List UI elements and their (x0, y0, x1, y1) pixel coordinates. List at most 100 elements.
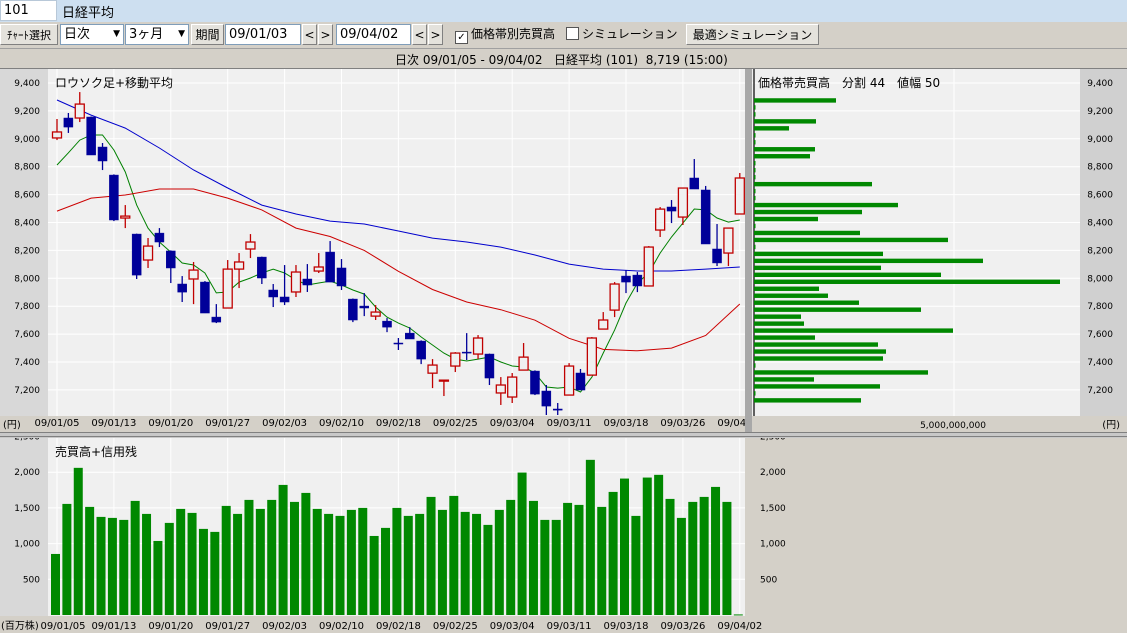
candle-body (405, 332, 415, 340)
price-band-bar (754, 342, 878, 347)
candle-body (552, 408, 563, 411)
candle-body (643, 246, 654, 287)
price-volume-label: 価格帯別売買高 (471, 27, 556, 41)
checkbox-unchecked-icon (566, 27, 579, 40)
price-volume-checkbox[interactable]: ✓ 価格帯別売買高 (455, 26, 555, 44)
candle-body (63, 117, 74, 128)
stock-code-input[interactable]: 101 (0, 0, 57, 21)
start-next-button[interactable]: > (318, 24, 333, 45)
end-date-input[interactable]: 09/04/02 (336, 24, 411, 45)
volume-x-tick-label: 09/01/27 (205, 621, 250, 632)
candle (427, 359, 438, 389)
band-y-tick-label: 9,200 (1087, 107, 1113, 117)
candle (712, 224, 722, 267)
candle (302, 264, 313, 292)
candle-body (575, 372, 586, 391)
candle (416, 340, 426, 365)
end-next-button[interactable]: > (428, 24, 443, 45)
candle (495, 377, 506, 405)
simulation-checkbox[interactable]: シミュレーション (566, 26, 678, 43)
candle (348, 298, 358, 323)
price-band-bar (754, 391, 756, 396)
x-tick-label: 09/03/18 (603, 418, 649, 429)
chart-info-line: 日次 09/01/05 - 09/04/02 日経平均 (101) 8,719 … (395, 53, 728, 67)
volume-bar (585, 459, 595, 615)
volume-bar (494, 509, 504, 615)
candle (86, 116, 96, 156)
chevron-down-icon: ▼ (113, 29, 120, 39)
price-band-bar (754, 105, 756, 110)
volume-y-tick-label: 1,500 (14, 504, 40, 514)
price-band-bar (754, 202, 898, 208)
candle (654, 207, 666, 238)
candle (530, 370, 540, 396)
volume-bar (312, 508, 322, 615)
checkbox-checked-icon: ✓ (455, 31, 468, 44)
candle (109, 174, 119, 222)
volume-x-tick-label: 09/02/25 (433, 621, 478, 632)
band-y-tick-label: 8,600 (1087, 191, 1113, 201)
volume-unit-label: (百万株) (1, 619, 39, 632)
candle-body (507, 376, 518, 398)
start-date-input[interactable]: 09/01/03 (225, 24, 301, 45)
period-button[interactable]: 期間 (191, 24, 224, 45)
volume-bar (324, 513, 334, 615)
candle-body (427, 364, 438, 374)
candle-body (109, 174, 119, 221)
title-bar: 101 日経平均 (0, 0, 1127, 22)
x-tick-label: 09/04/02 (717, 418, 745, 429)
candle-body (666, 206, 677, 212)
price-band-bar (754, 321, 804, 326)
end-prev-button[interactable]: < (412, 24, 427, 45)
price-band-bar (754, 300, 859, 305)
span-select[interactable]: 3ヶ月 ▼ (125, 24, 189, 45)
volume-right-tick-label: 2,000 (760, 468, 786, 478)
chevron-down-icon: ▼ (178, 29, 185, 39)
x-tick-label: 09/01/13 (91, 418, 137, 429)
candle (575, 368, 586, 391)
candle (484, 353, 495, 386)
volume-right-area (752, 438, 1127, 633)
volume-bar (631, 515, 641, 615)
volume-bar (369, 535, 379, 615)
price-band-bar (754, 370, 928, 375)
candle-body (245, 241, 256, 250)
y-tick-label: 8,600 (14, 191, 40, 201)
candle (200, 281, 210, 314)
volume-right-tick-label: 500 (760, 575, 777, 585)
volume-chart-title: 売買高+信用残 (55, 444, 137, 459)
start-prev-button[interactable]: < (302, 24, 317, 45)
volume-right-tick-label: 1,000 (760, 540, 786, 550)
candle (438, 379, 450, 397)
main-x-axis-labels: 09/01/05 09/01/13 09/01/20 09/01/27 09/02/03… (35, 418, 745, 429)
price-band-bar (754, 377, 814, 382)
band-y-tick-label: 7,600 (1087, 330, 1113, 340)
volume-bar (608, 491, 618, 615)
candle-body (530, 370, 540, 395)
candle-body (586, 337, 598, 376)
volume-bar (335, 515, 345, 615)
price-band-bar (754, 279, 1060, 284)
volume-bar (142, 513, 152, 615)
x-tick-label: 09/01/20 (148, 418, 194, 429)
price-band-bar (754, 161, 756, 166)
candle-body (450, 352, 461, 367)
span-value: 3ヶ月 (129, 27, 164, 42)
price-band-bar (754, 363, 756, 368)
price-band-bar (754, 272, 941, 278)
price-band-bar (754, 293, 828, 298)
candle (518, 343, 529, 371)
band-x-unit-label: (円) (1102, 420, 1120, 431)
optimal-simulation-button[interactable]: 最適シミュレーション (686, 24, 819, 45)
volume-bar (107, 517, 117, 615)
volume-bar (85, 506, 95, 615)
interval-select[interactable]: 日次 ▼ (60, 24, 124, 45)
candle (188, 261, 199, 305)
price-band-bar (754, 112, 756, 117)
candle-body (325, 251, 335, 283)
volume-bar (62, 503, 72, 615)
candle-body (200, 281, 210, 314)
candle-body (336, 267, 347, 287)
chart-select-button[interactable]: ﾁｬｰﾄ選択 (0, 24, 58, 45)
volume-x-tick-label: 09/02/18 (376, 621, 421, 632)
